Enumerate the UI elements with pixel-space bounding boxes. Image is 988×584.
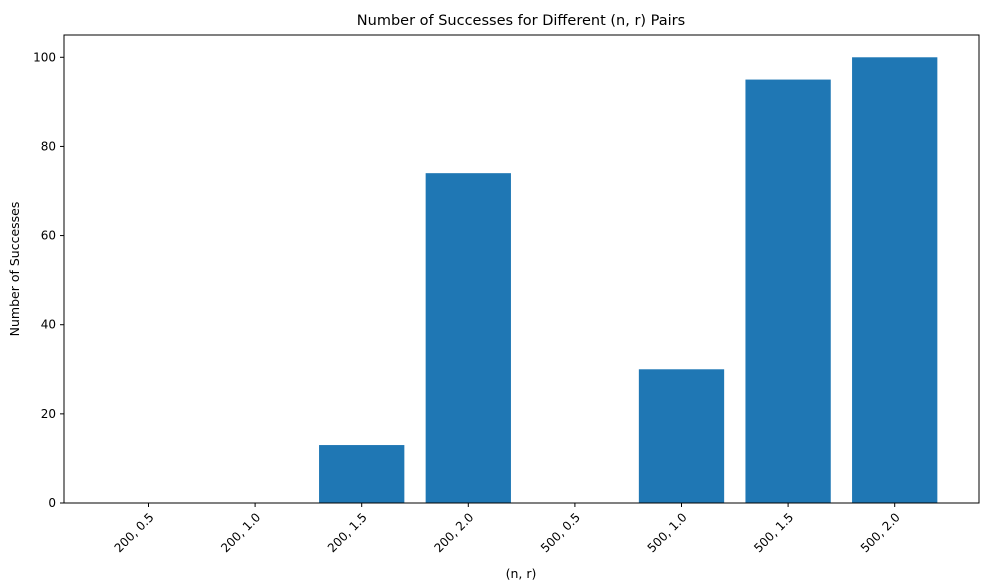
y-axis-label: Number of Successes — [7, 202, 22, 337]
bar-5 — [638, 369, 725, 503]
y-tick-label-4: 80 — [41, 139, 56, 153]
x-tick-label-5: 500, 1.0 — [645, 510, 690, 555]
x-tick-label-6: 500, 1.5 — [751, 510, 796, 555]
x-tick-label-0: 200, 0.5 — [112, 510, 157, 555]
x-tick-label-4: 500, 0.5 — [538, 510, 583, 555]
y-tick-label-0: 0 — [48, 496, 56, 510]
bar-7 — [852, 57, 938, 504]
chart-title: Number of Successes for Different (n, r)… — [357, 13, 685, 29]
bar-6 — [745, 79, 831, 504]
y-tick-label-1: 20 — [41, 407, 56, 421]
x-tick-label-3: 200, 2.0 — [431, 510, 476, 555]
y-tick-label-5: 100 — [33, 50, 56, 64]
x-tick-label-1: 200, 1.0 — [218, 510, 263, 555]
y-tick-label-3: 60 — [41, 229, 56, 243]
x-axis-label: (n, r) — [506, 566, 537, 581]
x-tick-label-7: 500, 2.0 — [858, 510, 903, 555]
y-tick-label-2: 40 — [41, 318, 56, 332]
bar-3 — [425, 173, 511, 503]
x-tick-label-2: 200, 1.5 — [325, 510, 370, 555]
x-axis: 200, 0.5 200, 1.0 200, 1.5 200, 2.0 500, 0.5… — [112, 503, 903, 555]
y-axis: 0 20 40 60 80 100 — [33, 50, 64, 510]
bar-2 — [319, 445, 405, 503]
plot-frame — [63, 34, 980, 504]
bars — [319, 57, 938, 504]
